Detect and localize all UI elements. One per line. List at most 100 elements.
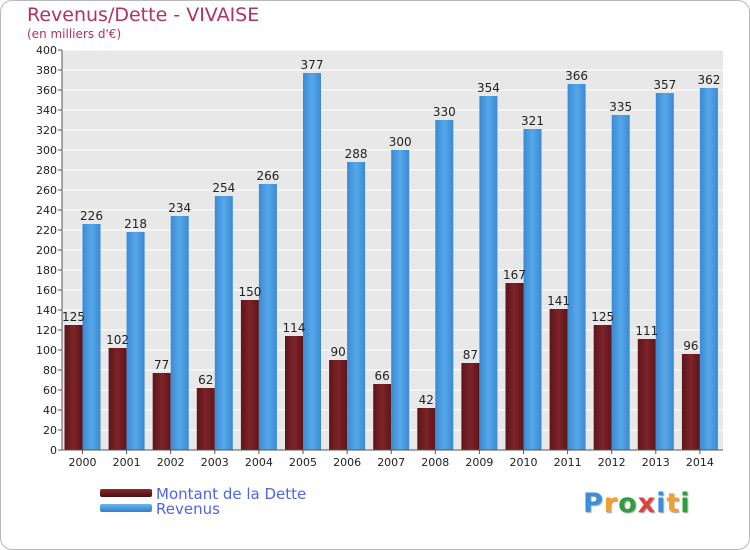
bar-debt (108, 348, 127, 450)
proxiti-logo: Proxiti (583, 488, 691, 519)
data-label-revenus: 218 (124, 217, 147, 231)
legend-label-revenus: Revenus (156, 500, 220, 518)
data-label-debt: 125 (62, 310, 85, 324)
bar-revenus (258, 184, 277, 450)
y-tick-label: 340 (36, 104, 57, 117)
y-tick-label: 360 (36, 84, 57, 97)
bar-revenus (567, 84, 586, 450)
data-label-debt: 42 (419, 393, 434, 407)
data-label-debt: 150 (238, 285, 261, 299)
y-tick-label: 0 (50, 444, 57, 457)
bar-debt (593, 325, 612, 450)
legend-swatch-revenus (100, 504, 152, 512)
legend-label-debt: Montant de la Dette (156, 485, 307, 503)
bar-revenus (699, 88, 718, 450)
data-label-revenus: 354 (477, 81, 500, 95)
bar-debt (373, 384, 392, 450)
y-tick-label: 240 (36, 204, 57, 217)
data-label-revenus: 266 (256, 169, 279, 183)
bar-revenus (523, 129, 542, 450)
data-label-revenus: 321 (521, 114, 544, 128)
bar-debt (64, 325, 83, 450)
bar-debt (240, 300, 259, 450)
data-label-debt: 114 (283, 321, 306, 335)
y-tick-label: 140 (36, 304, 57, 317)
data-label-revenus: 330 (433, 105, 456, 119)
bar-revenus (347, 162, 366, 450)
data-label-revenus: 288 (345, 147, 368, 161)
y-tick-label: 20 (43, 424, 57, 437)
bar-debt (285, 336, 303, 450)
data-label-debt: 87 (463, 348, 478, 362)
x-tick-label: 2006 (333, 456, 361, 469)
data-label-debt: 62 (198, 373, 213, 387)
bar-revenus (479, 96, 498, 450)
bar-revenus (655, 93, 674, 450)
y-tick-label: 300 (36, 144, 57, 157)
y-tick-label: 100 (36, 344, 57, 357)
y-tick-label: 260 (36, 184, 57, 197)
bar-revenus (126, 232, 145, 450)
y-tick-label: 40 (43, 404, 57, 417)
y-tick-label: 160 (36, 284, 57, 297)
x-tick-label: 2005 (289, 456, 317, 469)
x-tick-label: 2004 (245, 456, 273, 469)
bar-debt (152, 373, 171, 450)
x-tick-label: 2000 (69, 456, 97, 469)
y-tick-label: 60 (43, 384, 57, 397)
data-label-debt: 66 (375, 369, 390, 383)
bar-revenus (435, 120, 454, 450)
legend-swatch-debt (100, 489, 152, 497)
y-tick-label: 380 (36, 64, 57, 77)
data-label-revenus: 254 (212, 181, 235, 195)
bar-debt (329, 360, 348, 450)
y-tick-label: 120 (36, 324, 57, 337)
data-label-debt: 167 (503, 268, 526, 282)
data-label-revenus: 357 (653, 78, 676, 92)
x-tick-label: 2011 (554, 456, 582, 469)
bar-revenus (303, 73, 321, 450)
x-tick-label: 2013 (642, 456, 670, 469)
chart-subtitle: (en milliers d'€) (27, 27, 122, 41)
bar-debt (417, 408, 436, 450)
x-tick-label: 2008 (421, 456, 449, 469)
data-label-revenus: 234 (168, 201, 191, 215)
x-tick-label: 2002 (157, 456, 185, 469)
data-label-debt: 102 (106, 333, 129, 347)
x-tick-label: 2007 (377, 456, 405, 469)
bar-revenus (391, 150, 410, 450)
x-tick-label: 2010 (510, 456, 538, 469)
bar-debt (196, 388, 215, 450)
data-label-debt: 96 (683, 339, 698, 353)
data-label-revenus: 366 (565, 69, 588, 83)
data-label-debt: 77 (154, 358, 169, 372)
bar-debt (549, 309, 568, 450)
bar-revenus (611, 115, 630, 450)
data-label-revenus: 362 (697, 73, 720, 87)
x-tick-label: 2001 (113, 456, 141, 469)
x-tick-label: 2009 (465, 456, 493, 469)
x-tick-label: 2012 (598, 456, 626, 469)
y-tick-label: 200 (36, 244, 57, 257)
bar-debt (505, 283, 524, 450)
data-label-revenus: 300 (389, 135, 412, 149)
y-tick-label: 220 (36, 224, 57, 237)
data-label-revenus: 226 (80, 209, 103, 223)
bar-revenus (170, 216, 189, 450)
y-tick-label: 280 (36, 164, 57, 177)
data-label-debt: 111 (635, 324, 658, 338)
x-tick-label: 2003 (201, 456, 229, 469)
chart-title: Revenus/Dette - VIVAISE (27, 4, 260, 26)
data-label-debt: 141 (547, 294, 570, 308)
data-label-debt: 125 (591, 310, 614, 324)
bar-revenus (214, 196, 233, 450)
data-label-debt: 90 (330, 345, 345, 359)
bar-debt (637, 339, 656, 450)
data-label-revenus: 335 (609, 100, 632, 114)
x-tick-label: 2014 (686, 456, 714, 469)
bar-revenus (82, 224, 101, 450)
bar-debt (461, 363, 480, 450)
y-tick-label: 180 (36, 264, 57, 277)
bar-debt (681, 354, 700, 450)
